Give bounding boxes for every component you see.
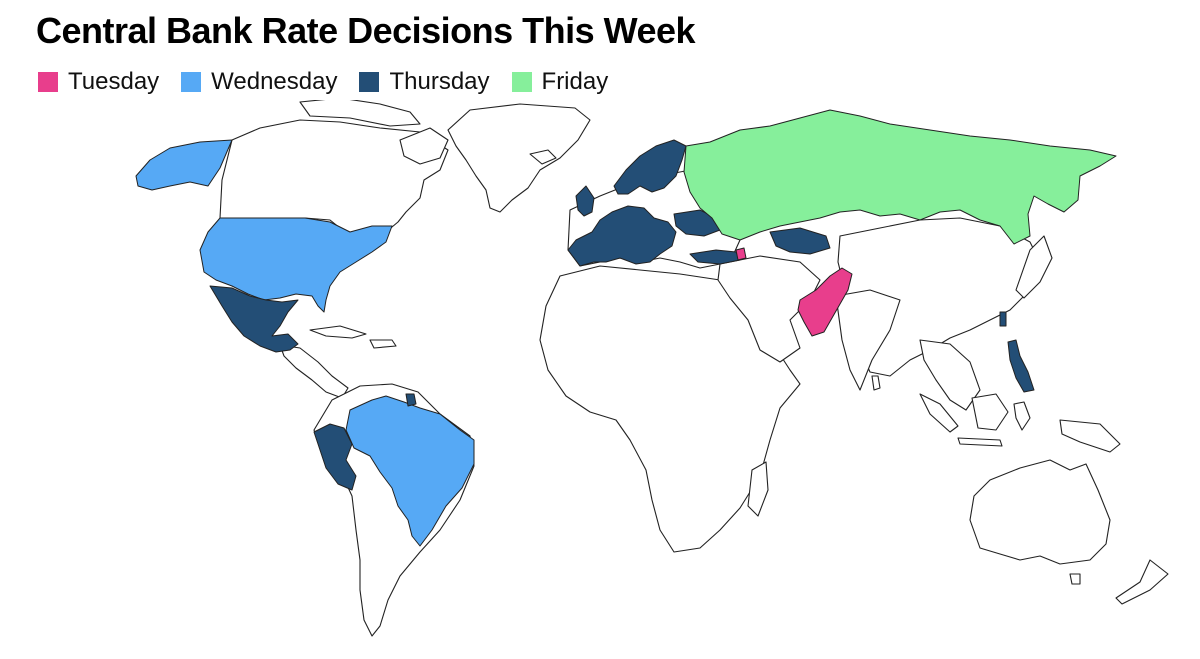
country-euro-area (567, 205, 677, 267)
canada-islands (299, 100, 421, 127)
legend-swatch-thursday (359, 72, 380, 92)
legend-label-wednesday: Wednesday (211, 68, 338, 95)
country-philippines (1007, 339, 1035, 393)
legend-item-thursday: Thursday (359, 68, 490, 96)
country-peru (313, 423, 357, 491)
hispaniola (369, 339, 397, 349)
tasmania (1069, 573, 1081, 585)
country-kazakhstan (769, 227, 831, 255)
world-map (135, 100, 1169, 637)
new-zealand (1115, 559, 1169, 605)
legend-swatch-friday (511, 72, 532, 92)
legend-swatch-wednesday (181, 72, 202, 92)
new-guinea (1059, 419, 1121, 453)
wednesday-countries (135, 139, 475, 547)
japan (1015, 235, 1053, 299)
sri-lanka (871, 375, 881, 391)
sulawesi (1013, 401, 1031, 431)
legend-label-tuesday: Tuesday (68, 68, 160, 95)
middle-east (717, 255, 821, 363)
thursday-countries (209, 139, 1035, 491)
legend-swatch-tuesday (38, 72, 58, 92)
iceland (529, 149, 557, 165)
country-pakistan (797, 267, 853, 337)
base-land (219, 100, 1169, 637)
madagascar (747, 461, 769, 517)
country-united-states (199, 217, 393, 313)
friday-countries (683, 109, 1117, 245)
country-scandinavia (613, 139, 687, 195)
cuba (309, 325, 367, 339)
borneo (971, 393, 1009, 431)
southeast-asia (919, 339, 981, 411)
legend-item-wednesday: Wednesday (181, 68, 337, 96)
legend-label-thursday: Thursday (389, 68, 490, 95)
legend-item-tuesday: Tuesday (38, 68, 159, 96)
greenland (447, 103, 591, 213)
central-america (279, 344, 349, 399)
legend-label-friday: Friday (541, 68, 609, 95)
baffin-island (399, 127, 449, 165)
country-taiwan (999, 311, 1007, 327)
country-united-kingdom (575, 185, 595, 217)
legend: Tuesday Wednesday Thursday Friday (38, 68, 630, 96)
chart-title: Central Bank Rate Decisions This Week (36, 10, 696, 51)
india (835, 289, 901, 391)
country-ukraine (673, 209, 721, 237)
legend-item-friday: Friday (511, 68, 609, 96)
country-alaska-us (135, 139, 233, 191)
australia (969, 459, 1111, 565)
country-armenia (735, 247, 747, 261)
country-mexico (209, 285, 299, 353)
tuesday-countries (735, 247, 853, 337)
sumatra (919, 393, 959, 433)
java (957, 437, 1003, 447)
country-suriname (405, 393, 417, 407)
country-russia (683, 109, 1117, 245)
